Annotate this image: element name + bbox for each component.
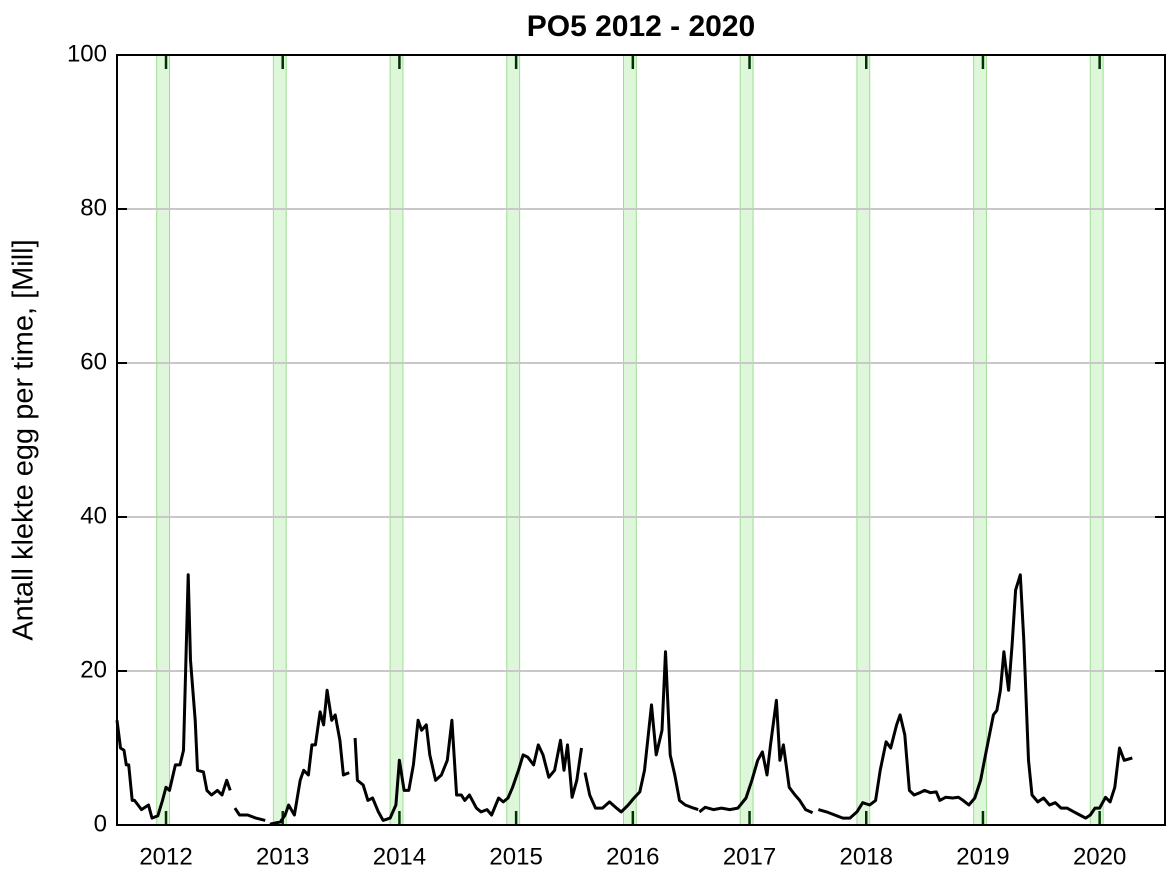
shaded-band	[622, 54, 637, 826]
shaded-band	[272, 54, 287, 826]
shaded-band	[739, 54, 754, 826]
x-tick-label: 2014	[373, 843, 426, 870]
shaded-band	[156, 54, 171, 826]
y-tick-label: 0	[94, 810, 107, 837]
chart-title: PO5 2012 - 2020	[527, 10, 756, 43]
y-tick-label: 60	[80, 348, 107, 375]
data-line	[115, 573, 1133, 826]
x-tick-label: 2017	[723, 843, 776, 870]
y-tick-label: 40	[80, 502, 107, 529]
shaded-band	[389, 54, 404, 826]
shaded-band	[506, 54, 521, 826]
y-tick-label: 20	[80, 656, 107, 683]
y-tick-label: 80	[80, 194, 107, 221]
shaded-band	[1089, 54, 1104, 826]
x-tick-label: 2012	[139, 843, 192, 870]
shaded-band	[973, 54, 987, 826]
y-axis-label: Antall klekte egg per time, [Mill]	[8, 239, 40, 640]
plot-frame	[116, 54, 1166, 826]
shaded-band	[856, 54, 871, 826]
x-tick-label: 2020	[1073, 843, 1126, 870]
x-tick-label: 2018	[840, 843, 893, 870]
x-tick-label: 2016	[606, 843, 659, 870]
y-tick-label: 100	[67, 40, 107, 67]
x-tick-label: 2015	[489, 843, 542, 870]
x-tick-label: 2019	[956, 843, 1009, 870]
x-tick-label: 2013	[256, 843, 309, 870]
